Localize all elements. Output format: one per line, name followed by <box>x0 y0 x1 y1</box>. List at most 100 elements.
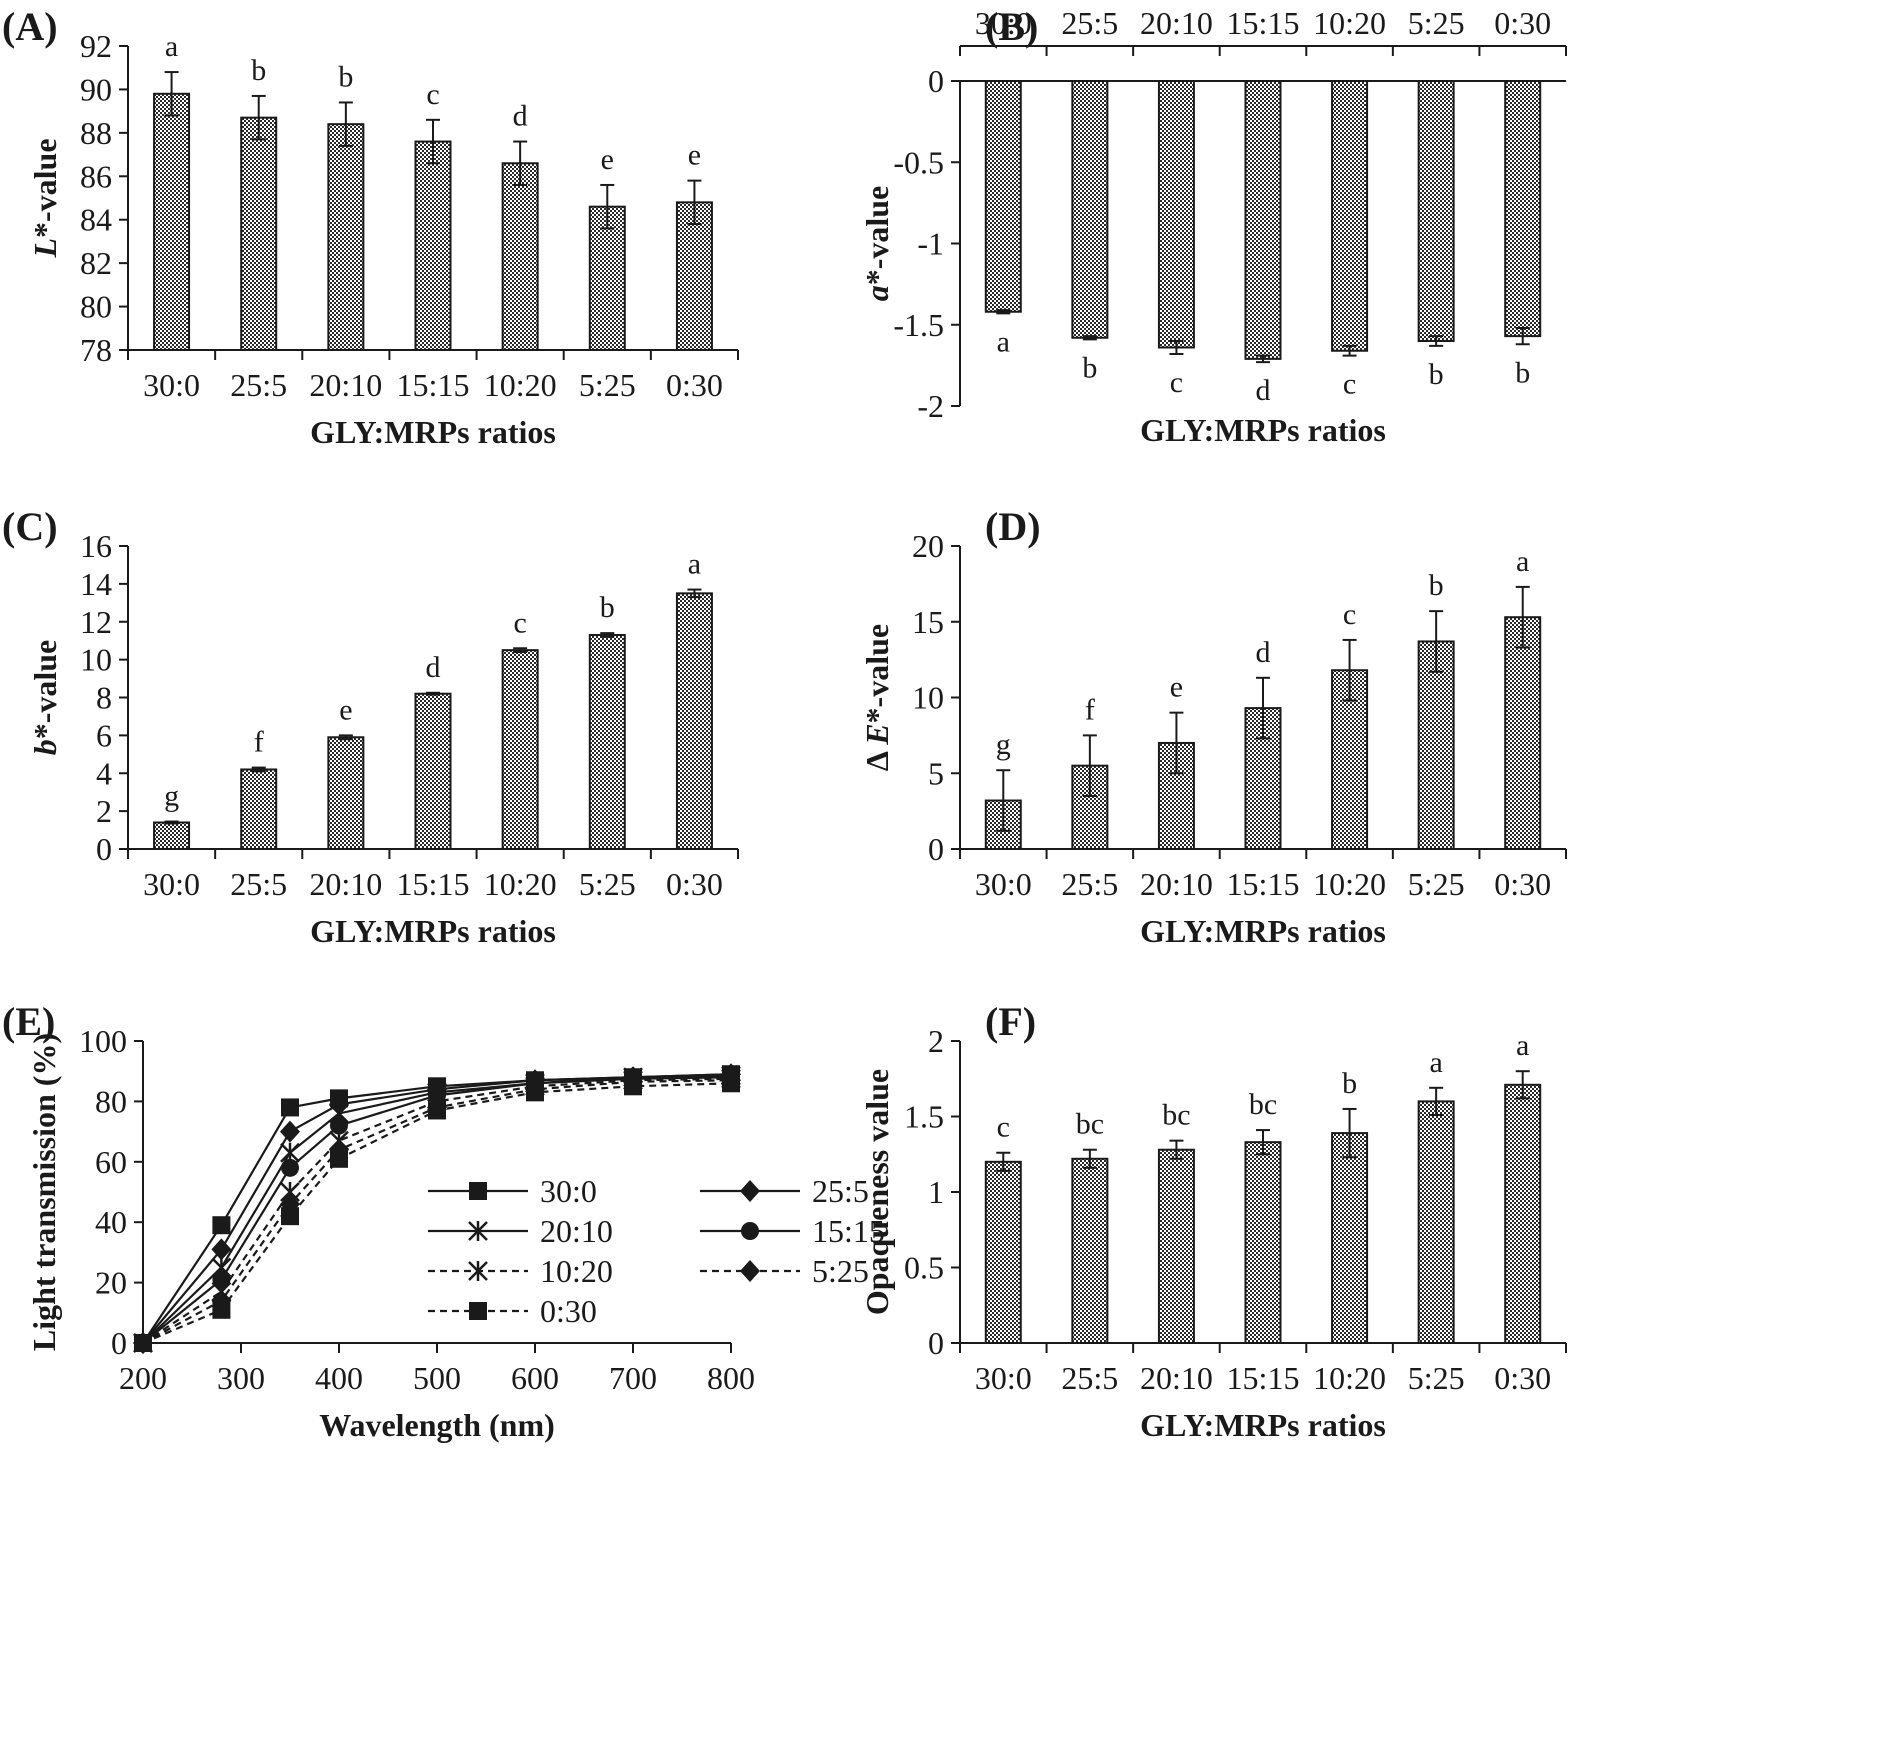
significance-letter: e <box>1170 671 1183 704</box>
x-tick-label: 600 <box>511 1360 559 1396</box>
significance-letter: a <box>1516 545 1529 578</box>
x-tick-label: 0:30 <box>666 866 723 902</box>
y-tick-label: 2 <box>928 1023 944 1059</box>
x-tick-label: 5:25 <box>1408 866 1465 902</box>
y-tick-label: 10 <box>912 680 944 716</box>
y-tick-label: 12 <box>80 604 112 640</box>
panel-label: (A) <box>2 4 58 49</box>
significance-letter: c <box>1170 366 1183 399</box>
y-tick-label: 86 <box>80 158 112 194</box>
x-axis-title: GLY:MRPs ratios <box>1140 1407 1386 1443</box>
y-tick-label: -0.5 <box>893 144 944 180</box>
bar <box>501 649 539 850</box>
legend-marker <box>468 1261 488 1281</box>
significance-letter: b <box>1429 569 1444 602</box>
bar <box>1331 1132 1369 1344</box>
x-tick-label: 0:30 <box>1494 866 1551 902</box>
x-tick-label: 0:30 <box>666 367 723 403</box>
x-tick-label: 30:0 <box>143 866 200 902</box>
significance-letter: g <box>164 780 179 813</box>
significance-letter: a <box>165 30 178 63</box>
bar <box>414 140 452 351</box>
y-axis-title: Δ E*-value <box>859 624 895 771</box>
x-tick-label: 400 <box>315 1360 363 1396</box>
y-tick-label: -2 <box>917 388 944 424</box>
legend-marker <box>469 1182 487 1200</box>
panel-f-bar-chart: (F) 0 0.5 1 1.5 2 c 30:0 bc 25:5 bc 20:10 bc 15:15 b 10… <box>859 999 1567 1443</box>
x-axis-title: GLY:MRPs ratios <box>310 414 556 450</box>
bar <box>1331 80 1369 352</box>
y-tick-label: 14 <box>80 566 112 602</box>
legend-marker <box>740 1260 760 1282</box>
panel-label: (B) <box>985 4 1038 49</box>
y-tick-label: 78 <box>80 332 112 368</box>
y-tick-label: 4 <box>96 755 112 791</box>
y-tick-label: 92 <box>80 28 112 64</box>
x-tick-label: 25:5 <box>230 866 287 902</box>
x-tick-label: 15:15 <box>397 367 470 403</box>
data-point-marker <box>526 1083 544 1102</box>
x-axis-title: GLY:MRPs ratios <box>1140 412 1386 448</box>
data-point-marker <box>722 1074 740 1093</box>
y-tick-label: 20 <box>95 1265 127 1301</box>
x-tick-label: 5:25 <box>579 367 636 403</box>
bar <box>1504 80 1542 338</box>
significance-letter: d <box>426 651 441 684</box>
data-point-marker <box>281 1158 299 1177</box>
data-point-marker <box>428 1101 446 1120</box>
y-axis-title: b*-value <box>27 640 63 756</box>
bar <box>153 821 191 850</box>
data-point-marker <box>330 1116 348 1135</box>
x-tick-label: 5:25 <box>1408 1360 1465 1396</box>
x-tick-label: 15:15 <box>1227 866 1300 902</box>
significance-letter: b <box>1342 1067 1357 1100</box>
x-tick-label: 700 <box>609 1360 657 1396</box>
x-tick-label: 5:25 <box>579 866 636 902</box>
x-tick-label: 10:20 <box>1313 5 1386 41</box>
panel-d-bar-chart: (D) 0 5 10 15 20 g 30:0 f 25:5 e 20:10 d 15:15 c 10:20 b… <box>859 504 1567 949</box>
x-tick-label: 5:25 <box>1408 5 1465 41</box>
data-point-marker <box>281 1098 299 1117</box>
data-point-marker <box>281 1207 299 1226</box>
significance-letter: f <box>1085 693 1095 726</box>
y-tick-label: 15 <box>912 604 944 640</box>
x-axis-title: GLY:MRPs ratios <box>310 913 556 949</box>
significance-letter: d <box>1256 636 1271 669</box>
y-axis-title-rest: *-value <box>859 186 895 286</box>
y-tick-label: -1 <box>917 226 944 262</box>
data-point-marker <box>212 1216 231 1235</box>
y-tick-label: 88 <box>80 115 112 151</box>
significance-letter: bc <box>1076 1108 1104 1141</box>
bar <box>327 736 365 850</box>
bar <box>588 634 626 850</box>
panel-label: (C) <box>2 504 58 549</box>
y-tick-label: 80 <box>95 1083 127 1119</box>
x-tick-label: 20:10 <box>1140 5 1213 41</box>
x-tick-label: 15:15 <box>1227 1360 1300 1396</box>
bar <box>1071 1157 1109 1345</box>
significance-letter: g <box>996 728 1011 761</box>
y-tick-label: 0 <box>928 831 944 867</box>
y-tick-label: 16 <box>80 528 112 564</box>
panel-b-bar-chart: (B) -2 -1.5 -1 -0.5 0 a 30:0 b 25:5 c 20:10 d 15:15 c 1… <box>859 4 1567 448</box>
data-point-marker <box>211 1238 232 1261</box>
significance-letter: d <box>513 100 528 133</box>
x-tick-label: 20:10 <box>1140 866 1213 902</box>
bar <box>1417 1100 1455 1345</box>
x-tick-label: 0:30 <box>1494 1360 1551 1396</box>
y-axis-title-prefix: Δ <box>859 745 895 771</box>
significance-letter: e <box>339 693 352 726</box>
bar <box>984 1160 1022 1345</box>
significance-letter: c <box>997 1111 1010 1144</box>
data-point-marker <box>212 1300 231 1319</box>
y-tick-label: 80 <box>80 289 112 325</box>
significance-letter: bc <box>1249 1088 1277 1121</box>
significance-letter: c <box>426 78 439 111</box>
y-tick-label: 1.5 <box>904 1099 944 1135</box>
series-line <box>142 1076 732 1344</box>
series-line <box>142 1074 732 1344</box>
x-tick-label: 500 <box>413 1360 461 1396</box>
significance-letter: d <box>1256 374 1271 407</box>
legend-marker <box>741 1222 759 1240</box>
